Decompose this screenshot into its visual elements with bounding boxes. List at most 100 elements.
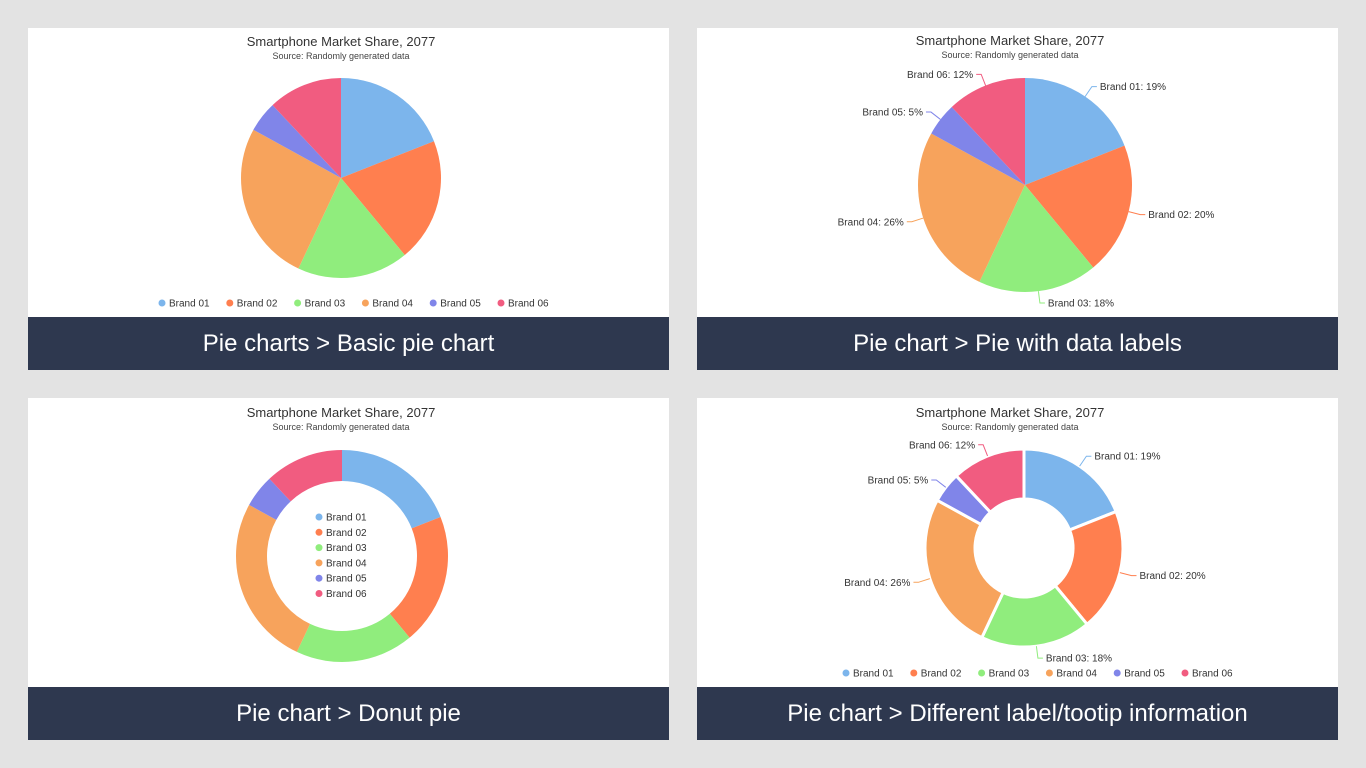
data-label-brand-04: Brand 04: 26% — [838, 217, 904, 228]
pie-slice-brand-02[interactable] — [341, 141, 442, 256]
data-label-brand-05: Brand 05: 5% — [862, 108, 923, 119]
pie-slice-brand-01[interactable] — [342, 450, 441, 529]
pie-slice-brand-03[interactable] — [296, 613, 410, 662]
card-caption[interactable]: Pie charts > Basic pie chart — [28, 317, 669, 370]
donut-chart-svg: Smartphone Market Share, 2077 Source: Ran… — [842, 405, 1234, 680]
legend-item-brand-02[interactable]: Brand 02 — [315, 528, 368, 539]
data-label-connector — [906, 217, 924, 223]
legend-label: Brand 03 — [326, 543, 367, 554]
legend-item-brand-01[interactable]: Brand 01 — [842, 669, 895, 680]
pie-slice-brand-05[interactable] — [249, 478, 291, 520]
legend-label: Brand 02 — [921, 669, 962, 680]
card-label-tooltip-info[interactable]: Smartphone Market Share, 2077 Source: Ran… — [697, 398, 1338, 740]
pie-slice-brand-04[interactable] — [235, 504, 311, 652]
pie-slice-brand-04[interactable] — [918, 133, 1025, 282]
pie-slice-brand-02[interactable] — [1053, 509, 1125, 627]
data-label-connector — [1035, 646, 1043, 659]
card-caption[interactable]: Pie chart > Donut pie — [28, 687, 669, 740]
chart-panel: Smartphone Market Share, 2077 Source: Ran… — [28, 28, 669, 317]
legend-marker — [497, 299, 505, 307]
card-caption[interactable]: Pie chart > Different label/tootip infor… — [697, 687, 1338, 740]
data-label-brand-03: Brand 03: 18% — [1046, 654, 1112, 665]
legend-marker — [361, 299, 369, 307]
card-pie-data-labels[interactable]: Smartphone Market Share, 2077 Source: Ran… — [697, 28, 1338, 370]
pie-slice-brand-04[interactable] — [923, 498, 1006, 640]
pie-slice-brand-01[interactable] — [1025, 78, 1125, 185]
legend-label: Brand 06 — [508, 299, 549, 310]
legend-marker — [158, 299, 166, 307]
legend-item-brand-03[interactable]: Brand 03 — [978, 669, 1030, 680]
legend-item-brand-06[interactable]: Brand 06 — [497, 299, 550, 310]
legend-item-brand-04[interactable]: Brand 04 — [361, 299, 414, 310]
pie-slice-brand-06[interactable] — [954, 447, 1026, 515]
legend-marker — [315, 513, 323, 521]
legend-item-brand-05[interactable]: Brand 05 — [429, 299, 482, 310]
legend-marker — [1113, 669, 1121, 677]
card-donut-pie[interactable]: Smartphone Market Share, 2077 Source: Ran… — [28, 398, 669, 740]
chart-subtitle: Source: Randomly generated data — [272, 51, 409, 61]
data-label-connector — [976, 73, 987, 86]
chart-panel: Smartphone Market Share, 2077 Source: Ran… — [697, 398, 1338, 687]
legend-marker — [1181, 669, 1189, 677]
data-label-connector — [913, 578, 931, 583]
legend-item-brand-03[interactable]: Brand 03 — [315, 543, 368, 554]
chart-title: Smartphone Market Share, 2077 — [916, 33, 1105, 48]
legend-marker — [910, 669, 918, 677]
legend-item-brand-01[interactable]: Brand 01 — [315, 513, 368, 524]
legend-marker — [1045, 669, 1053, 677]
legend-item-brand-03[interactable]: Brand 03 — [294, 299, 346, 310]
data-label-brand-02: Brand 02: 20% — [1140, 571, 1206, 582]
pie-slice-brand-02[interactable] — [389, 516, 449, 638]
card-basic-pie[interactable]: Smartphone Market Share, 2077 Source: Ran… — [28, 28, 669, 370]
legend-item-brand-05[interactable]: Brand 05 — [1113, 669, 1166, 680]
pie-slice-brand-04[interactable] — [240, 129, 341, 269]
data-label-connector — [1079, 455, 1092, 467]
legend-marker — [294, 299, 302, 307]
data-label-brand-04: Brand 04: 26% — [844, 578, 910, 589]
legend-item-brand-01[interactable]: Brand 01 — [158, 299, 211, 310]
legend-marker — [315, 559, 323, 567]
chart-panel: Smartphone Market Share, 2077 Source: Ran… — [28, 398, 669, 687]
legend-label: Brand 03 — [989, 669, 1030, 680]
pie-slice-brand-01[interactable] — [341, 78, 434, 178]
pie-chart-svg: Smartphone Market Share, 2077 Source: Ran… — [158, 34, 550, 310]
legend-item-brand-05[interactable]: Brand 05 — [315, 574, 368, 585]
pie-slice-brand-06[interactable] — [269, 450, 342, 502]
pie-slice-brand-03[interactable] — [298, 178, 405, 278]
legend-item-brand-02[interactable]: Brand 02 — [226, 299, 278, 310]
data-label-brand-03: Brand 03: 18% — [1048, 299, 1114, 310]
chart-subtitle: Source: Randomly generated data — [941, 50, 1078, 60]
pie-slice-brand-06[interactable] — [951, 78, 1025, 185]
pie-slice-brand-02[interactable] — [1025, 145, 1133, 268]
legend-item-brand-06[interactable]: Brand 06 — [1181, 669, 1234, 680]
legend-label: Brand 05 — [440, 299, 481, 310]
legend-item-brand-02[interactable]: Brand 02 — [910, 669, 962, 680]
data-label-brand-06: Brand 06: 12% — [909, 440, 975, 451]
legend-marker — [978, 669, 986, 677]
pie-slice-brand-05[interactable] — [931, 107, 1025, 185]
data-label-connector — [925, 111, 941, 120]
pie-slice-brand-03[interactable] — [979, 185, 1094, 292]
data-label-connector — [1037, 291, 1045, 304]
pie-slice-brand-06[interactable] — [272, 78, 341, 178]
legend-marker — [842, 669, 850, 677]
legend-item-brand-06[interactable]: Brand 06 — [315, 589, 368, 600]
legend-label: Brand 06 — [1192, 669, 1233, 680]
legend-label: Brand 01 — [853, 669, 894, 680]
pie-chart-svg: Smartphone Market Share, 2077 Source: Ran… — [838, 33, 1215, 310]
legend-label: Brand 01 — [326, 513, 367, 524]
data-label-connector — [978, 444, 989, 457]
chart-subtitle: Source: Randomly generated data — [272, 422, 409, 432]
data-label-brand-02: Brand 02: 20% — [1148, 210, 1214, 221]
donut-chart-svg: Smartphone Market Share, 2077 Source: Ran… — [235, 405, 449, 662]
chart-panel: Smartphone Market Share, 2077 Source: Ran… — [697, 28, 1338, 317]
legend-label: Brand 05 — [1124, 669, 1165, 680]
legend-item-brand-04[interactable]: Brand 04 — [1045, 669, 1098, 680]
legend-item-brand-04[interactable]: Brand 04 — [315, 558, 368, 569]
card-caption[interactable]: Pie chart > Pie with data labels — [697, 317, 1338, 370]
legend-marker — [315, 544, 323, 552]
legend-label: Brand 06 — [326, 589, 367, 600]
legend-label: Brand 03 — [305, 299, 346, 310]
pie-slice-brand-05[interactable] — [253, 105, 341, 178]
data-label-brand-05: Brand 05: 5% — [868, 475, 929, 486]
